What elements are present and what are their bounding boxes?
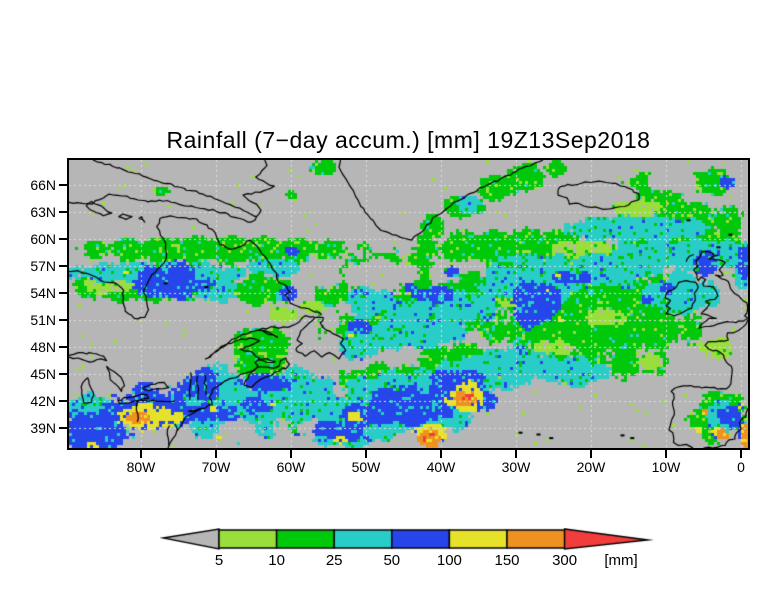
lat-tick-mark-39N bbox=[59, 427, 67, 430]
lon-tick-mark-30W bbox=[515, 450, 517, 458]
lon-tick-mark-10W bbox=[665, 450, 667, 458]
lon-tick-mark-0 bbox=[740, 450, 742, 458]
lon-tick-label-50W: 50W bbox=[351, 459, 381, 475]
lon-tick-label-30W: 30W bbox=[501, 459, 531, 475]
colorbar-unit-label: [mm] bbox=[604, 552, 638, 569]
lat-tick-label-57N: 57N bbox=[30, 258, 56, 275]
lon-tick-label-40W: 40W bbox=[426, 459, 456, 475]
lat-tick-label-60N: 60N bbox=[30, 231, 56, 248]
lat-tick-label-63N: 63N bbox=[30, 204, 56, 221]
lat-tick-label-42N: 42N bbox=[30, 393, 56, 410]
lon-tick-mark-20W bbox=[590, 450, 592, 458]
plot-title: Rainfall (7−day accum.) [mm] 19Z13Sep201… bbox=[166, 127, 651, 153]
lat-tick-mark-51N bbox=[59, 319, 67, 322]
lat-tick-label-48N: 48N bbox=[30, 339, 56, 356]
colorbar-threshold-label-10: 10 bbox=[268, 552, 285, 569]
map-plot-frame bbox=[67, 158, 750, 450]
colorbar-threshold-label-50: 50 bbox=[383, 552, 401, 569]
lon-tick-label-20W: 20W bbox=[576, 459, 606, 475]
lat-tick-label-54N: 54N bbox=[30, 285, 56, 302]
lat-tick-mark-57N bbox=[59, 265, 67, 268]
lat-tick-mark-66N bbox=[59, 184, 67, 187]
lon-tick-label-80W: 80W bbox=[126, 459, 156, 475]
lat-tick-mark-60N bbox=[59, 238, 67, 241]
lon-tick-mark-80W bbox=[140, 450, 142, 458]
lon-tick-label-70W: 70W bbox=[201, 459, 231, 475]
lon-tick-label-0: 0 bbox=[737, 459, 745, 475]
lon-tick-mark-70W bbox=[215, 450, 217, 458]
lat-tick-label-51N: 51N bbox=[30, 312, 56, 329]
lon-tick-mark-40W bbox=[440, 450, 442, 458]
lat-tick-mark-63N bbox=[59, 211, 67, 214]
colorbar-threshold-label-300: 300 bbox=[552, 552, 578, 569]
colorbar-threshold-label-100: 100 bbox=[436, 552, 462, 569]
lat-tick-label-45N: 45N bbox=[30, 366, 56, 383]
lat-tick-mark-48N bbox=[59, 346, 67, 349]
lon-tick-mark-60W bbox=[290, 450, 292, 458]
lat-tick-label-39N: 39N bbox=[30, 420, 56, 437]
lat-tick-mark-42N bbox=[59, 400, 67, 403]
colorbar-threshold-label-5: 5 bbox=[214, 552, 224, 569]
colorbar-threshold-label-25: 25 bbox=[325, 552, 343, 569]
lat-tick-label-66N: 66N bbox=[30, 177, 56, 194]
rainfall-map-canvas bbox=[69, 160, 748, 448]
colorbar-canvas bbox=[160, 528, 655, 552]
lat-tick-mark-45N bbox=[59, 373, 67, 376]
lon-tick-mark-50W bbox=[365, 450, 367, 458]
lon-tick-label-10W: 10W bbox=[651, 459, 681, 475]
lon-tick-label-60W: 60W bbox=[276, 459, 306, 475]
colorbar-threshold-label-150: 150 bbox=[494, 552, 520, 569]
lat-tick-mark-54N bbox=[59, 292, 67, 295]
